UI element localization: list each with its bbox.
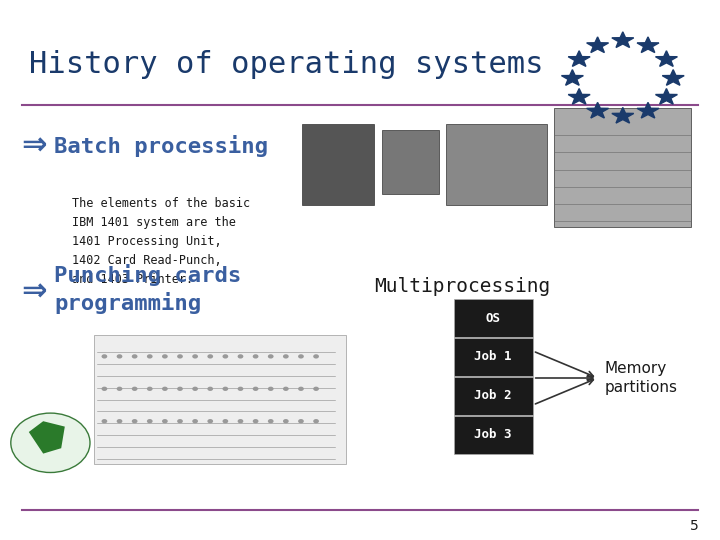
Circle shape	[207, 387, 213, 391]
Bar	[454, 416, 533, 454]
Circle shape	[313, 387, 319, 391]
Circle shape	[268, 387, 274, 391]
Circle shape	[177, 387, 183, 391]
Text: ⇒: ⇒	[22, 131, 47, 160]
Circle shape	[222, 387, 228, 391]
Polygon shape	[612, 32, 634, 48]
Circle shape	[238, 387, 243, 391]
Text: Batch processing: Batch processing	[54, 135, 268, 157]
Text: Job 3: Job 3	[474, 428, 512, 441]
Circle shape	[313, 354, 319, 359]
Circle shape	[192, 387, 198, 391]
Bar	[454, 377, 533, 415]
Circle shape	[253, 354, 258, 359]
Polygon shape	[587, 103, 608, 118]
Circle shape	[192, 419, 198, 423]
Circle shape	[253, 387, 258, 391]
Circle shape	[283, 354, 289, 359]
Text: 5: 5	[690, 519, 698, 534]
Text: OS: OS	[486, 312, 500, 325]
Text: Memory
partitions: Memory partitions	[605, 361, 678, 395]
Text: Job 1: Job 1	[474, 350, 512, 363]
Circle shape	[162, 354, 168, 359]
Circle shape	[132, 354, 138, 359]
Circle shape	[162, 419, 168, 423]
Polygon shape	[29, 421, 65, 454]
Polygon shape	[637, 103, 659, 118]
Text: ⇒: ⇒	[22, 277, 47, 306]
Circle shape	[147, 387, 153, 391]
Circle shape	[192, 354, 198, 359]
Circle shape	[177, 419, 183, 423]
Circle shape	[102, 354, 107, 359]
Circle shape	[132, 419, 138, 423]
Bar	[454, 299, 533, 337]
Circle shape	[313, 419, 319, 423]
Circle shape	[222, 419, 228, 423]
Polygon shape	[662, 70, 684, 85]
Circle shape	[117, 419, 122, 423]
Circle shape	[222, 354, 228, 359]
Circle shape	[238, 354, 243, 359]
Bar	[454, 338, 533, 376]
Polygon shape	[587, 37, 608, 52]
Bar	[94, 335, 346, 464]
Circle shape	[102, 387, 107, 391]
Text: Punching cards
programming: Punching cards programming	[54, 264, 241, 314]
Circle shape	[283, 419, 289, 423]
Circle shape	[102, 419, 107, 423]
Polygon shape	[568, 89, 590, 104]
Circle shape	[117, 387, 122, 391]
Circle shape	[268, 419, 274, 423]
Circle shape	[117, 354, 122, 359]
Polygon shape	[562, 70, 583, 85]
Polygon shape	[655, 51, 678, 66]
Circle shape	[177, 354, 183, 359]
Circle shape	[238, 419, 243, 423]
Text: History of operating systems: History of operating systems	[29, 50, 544, 79]
Text: The elements of the basic
IBM 1401 system are the
1401 Processing Unit,
1402 Car: The elements of the basic IBM 1401 syste…	[72, 197, 250, 286]
Circle shape	[298, 354, 304, 359]
Circle shape	[11, 413, 90, 472]
Circle shape	[162, 387, 168, 391]
Circle shape	[132, 387, 138, 391]
Circle shape	[268, 354, 274, 359]
Circle shape	[283, 387, 289, 391]
Circle shape	[147, 354, 153, 359]
Bar	[446, 124, 547, 205]
Text: Multiprocessing: Multiprocessing	[374, 276, 551, 296]
Circle shape	[298, 387, 304, 391]
Polygon shape	[655, 89, 678, 104]
Polygon shape	[637, 37, 659, 52]
Circle shape	[207, 354, 213, 359]
Polygon shape	[568, 51, 590, 66]
Circle shape	[207, 419, 213, 423]
Bar	[382, 130, 439, 194]
Circle shape	[298, 419, 304, 423]
Text: Job 2: Job 2	[474, 389, 512, 402]
Circle shape	[147, 419, 153, 423]
Polygon shape	[612, 107, 634, 123]
Circle shape	[253, 419, 258, 423]
Bar	[302, 124, 374, 205]
Bar	[554, 108, 691, 227]
